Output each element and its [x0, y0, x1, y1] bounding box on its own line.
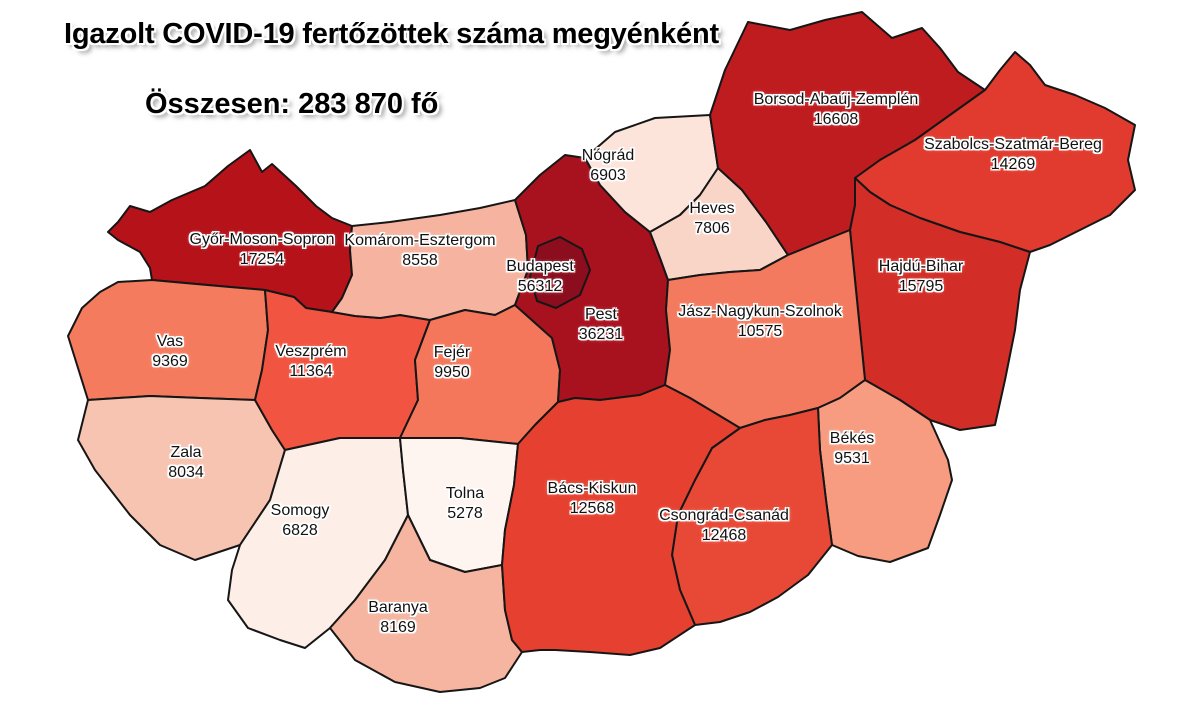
county-shape-bacs-kiskun [501, 384, 741, 656]
county-shape-vas [67, 279, 269, 401]
county-shape-baranya [329, 514, 523, 693]
total-count: Összesen: 283 870 fő [145, 88, 439, 120]
county-shape-szabolcs-szatmar-bereg [854, 51, 1136, 253]
page-title: Igazolt COVID-19 fertőzöttek száma megyé… [64, 18, 719, 50]
county-shape-komarom-esztergom [331, 199, 529, 321]
county-shape-budapest [529, 236, 591, 309]
county-shapes [67, 11, 1136, 693]
